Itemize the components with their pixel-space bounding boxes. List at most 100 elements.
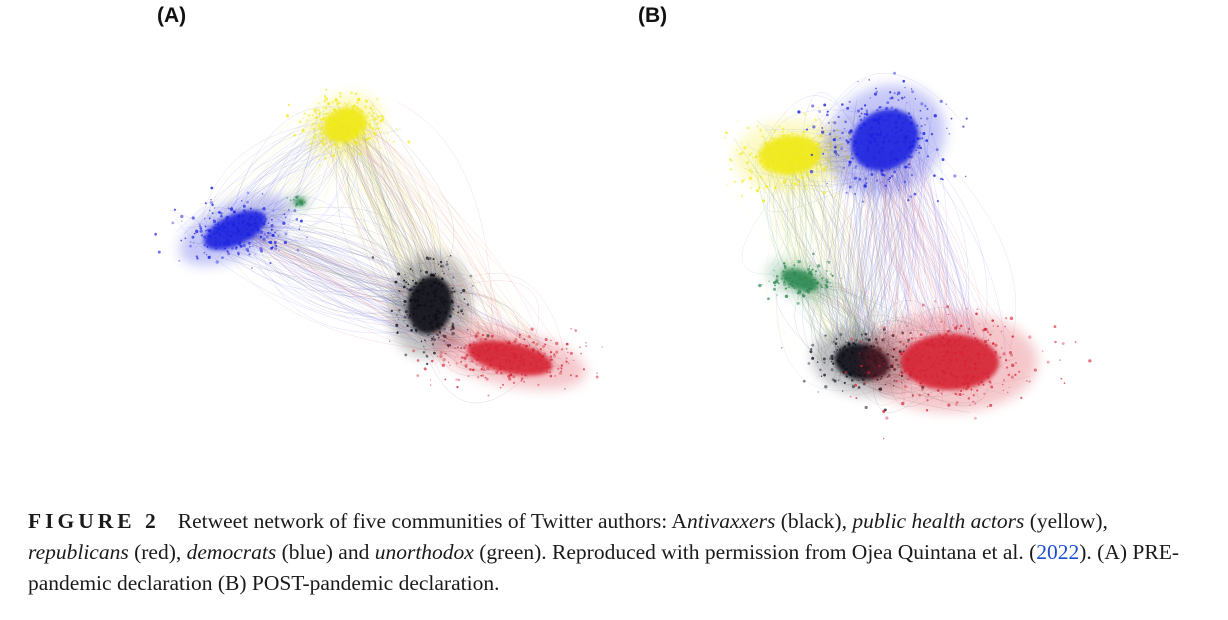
network-node <box>422 304 426 307</box>
network-node <box>476 331 480 335</box>
network-node <box>750 186 753 190</box>
network-node <box>759 175 762 177</box>
network-node <box>951 352 954 355</box>
network-node <box>211 212 214 215</box>
network-node <box>941 344 944 347</box>
network-node <box>822 152 825 155</box>
network-node <box>939 177 943 180</box>
network-node <box>774 164 777 167</box>
network-node <box>481 333 485 337</box>
network-node <box>302 117 304 120</box>
network-node <box>871 136 874 139</box>
network-node <box>496 369 500 372</box>
network-node <box>354 125 357 127</box>
network-node <box>225 232 229 237</box>
network-node <box>565 348 568 350</box>
network-node <box>913 131 916 134</box>
network-node <box>360 110 363 113</box>
network-node <box>877 152 879 155</box>
network-node <box>967 388 969 390</box>
network-node <box>438 324 441 327</box>
network-node <box>906 378 910 382</box>
network-node <box>890 159 892 162</box>
network-node <box>439 260 443 264</box>
network-node <box>976 308 979 311</box>
network-node <box>237 253 240 256</box>
network-node <box>805 128 809 131</box>
network-node <box>848 185 852 189</box>
network-node <box>253 218 257 221</box>
network-node <box>825 283 828 287</box>
network-node <box>429 284 432 287</box>
network-node <box>375 97 379 101</box>
network-node <box>403 303 406 307</box>
network-node <box>750 152 753 154</box>
network-node <box>555 341 559 346</box>
network-node <box>560 368 563 370</box>
network-node <box>791 267 794 271</box>
network-node <box>831 274 834 277</box>
network-node <box>351 124 355 127</box>
network-node <box>966 381 970 385</box>
network-node <box>907 130 910 133</box>
network-node <box>535 342 539 346</box>
network-node <box>816 361 819 363</box>
network-node <box>780 277 783 280</box>
network-node <box>484 337 488 341</box>
network-node <box>272 210 275 212</box>
network-node <box>922 131 926 136</box>
network-node <box>511 352 515 356</box>
network-node <box>423 367 427 371</box>
network-node <box>549 366 551 369</box>
network-node <box>944 333 948 337</box>
network-node <box>764 151 767 154</box>
network-node <box>215 260 219 264</box>
network-node <box>808 287 811 290</box>
network-node <box>809 280 813 283</box>
network-node <box>886 101 890 105</box>
network-node <box>986 371 990 376</box>
network-node <box>860 112 863 115</box>
network-node <box>854 343 857 346</box>
network-node <box>914 366 917 369</box>
network-node <box>896 140 900 144</box>
clusters-post <box>724 71 1092 440</box>
citation-link[interactable]: 2022 <box>1036 540 1080 564</box>
network-node <box>345 103 349 106</box>
network-node <box>273 241 277 244</box>
network-node <box>335 118 338 121</box>
network-node <box>431 339 433 342</box>
network-node <box>851 379 854 382</box>
network-node <box>780 346 783 349</box>
network-node <box>793 178 795 181</box>
network-node <box>735 149 738 151</box>
network-node <box>462 288 466 293</box>
network-node <box>934 337 937 340</box>
network-node <box>782 157 785 160</box>
network-node <box>436 324 439 327</box>
network-node <box>904 118 907 121</box>
network-node <box>800 143 803 146</box>
network-node <box>850 351 854 354</box>
network-node <box>243 209 246 212</box>
network-node <box>396 314 398 316</box>
network-node <box>434 318 437 321</box>
network-node <box>902 134 906 138</box>
network-node <box>907 198 910 202</box>
network-node <box>788 286 790 289</box>
network-node <box>287 103 291 107</box>
network-node <box>318 126 322 130</box>
network-node <box>839 332 843 336</box>
network-node <box>775 278 779 282</box>
network-node <box>403 315 407 319</box>
network-node <box>363 122 367 126</box>
network-node <box>248 253 251 256</box>
network-node <box>267 222 270 225</box>
network-node <box>509 373 512 376</box>
network-node <box>495 358 497 360</box>
network-node <box>227 230 231 233</box>
network-node <box>961 375 966 379</box>
network-node <box>890 175 894 178</box>
network-node <box>499 386 502 389</box>
network-node <box>553 353 556 356</box>
